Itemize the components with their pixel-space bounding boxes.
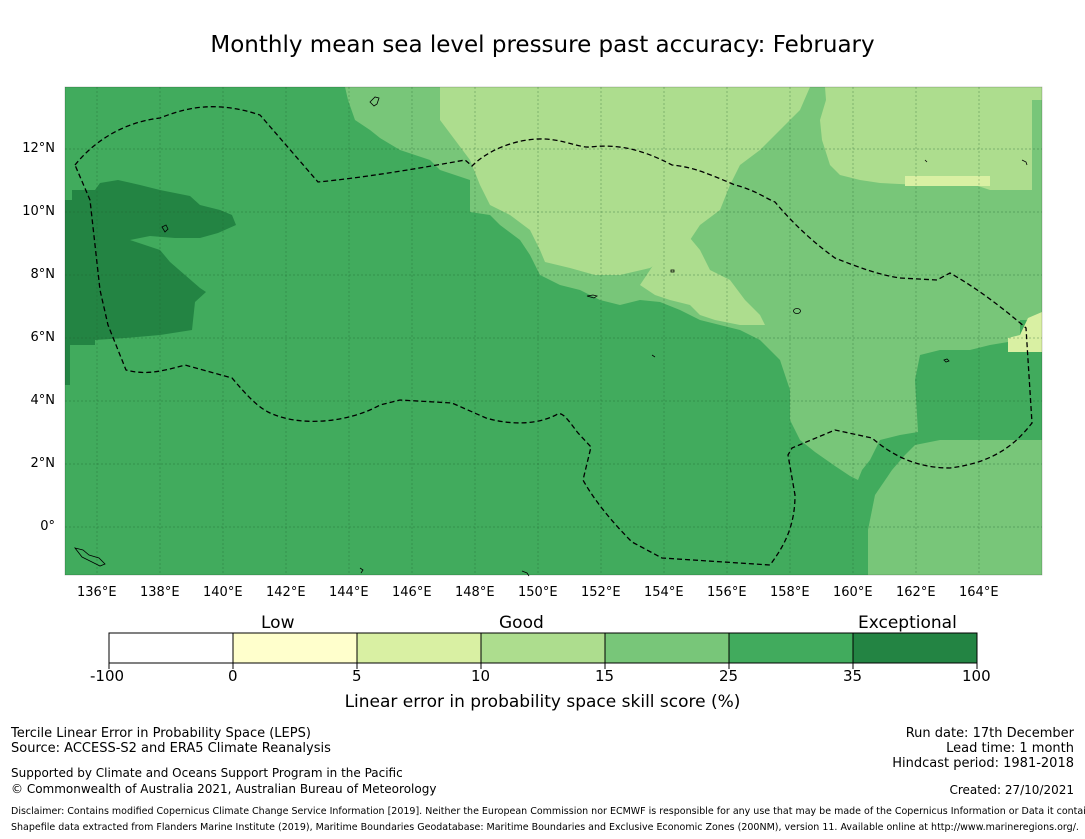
region-10-15-northeast (820, 87, 1042, 190)
lat-tick-4n: 4°N (30, 393, 56, 408)
copyright-text: © Commonwealth of Australia 2021, Austra… (11, 782, 437, 796)
run-date-text: Run date: 17th December (905, 726, 1074, 741)
colorbar-label-15: 15 (595, 667, 615, 685)
lon-tick-138: 138°E (140, 585, 180, 600)
lon-tick-164: 164°E (959, 585, 999, 600)
lon-tick-136: 136°E (77, 585, 117, 600)
colorbar-swatch-1 (233, 633, 357, 663)
created-text: Created: 27/10/2021 (949, 783, 1074, 797)
lat-tick-2n: 2°N (30, 456, 56, 471)
region-5-10-patch-a (905, 176, 990, 186)
lon-tick-142: 142°E (266, 585, 306, 600)
colorbar-label-10: 10 (471, 667, 491, 685)
lead-time-text: Lead time: 1 month (946, 741, 1074, 756)
region-5-10-patch-b (1008, 312, 1042, 352)
lon-tick-152: 152°E (581, 585, 621, 600)
colorbar-swatch-0 (109, 633, 233, 663)
colorbar (108, 632, 978, 669)
map-frame (64, 86, 1043, 576)
colorbar-label-5: 5 (352, 667, 362, 685)
lon-tick-140: 140°E (203, 585, 243, 600)
gridlines (65, 87, 1042, 575)
support-text: Supported by Climate and Oceans Support … (11, 766, 403, 780)
colorbar-swatch-3 (481, 633, 605, 663)
islands (73, 96, 1028, 577)
colorbar-swatch-2 (357, 633, 481, 663)
disclaimer-shapefile: Shapefile data extracted from Flanders M… (11, 822, 1079, 833)
region-35-100-west (65, 180, 236, 385)
lon-tick-146: 146°E (392, 585, 432, 600)
colorbar-label-neg100: -100 (90, 667, 125, 685)
colorbar-swatch-4 (605, 633, 729, 663)
category-good: Good (499, 613, 544, 633)
lon-tick-144: 144°E (329, 585, 369, 600)
lon-tick-156: 156°E (707, 585, 747, 600)
category-exceptional: Exceptional (858, 613, 957, 633)
lat-tick-8n: 8°N (30, 267, 56, 282)
lat-tick-12n: 12°N (22, 141, 55, 156)
lon-tick-158: 158°E (770, 585, 810, 600)
method-text: Tercile Linear Error in Probability Spac… (11, 726, 311, 741)
category-low: Low (261, 613, 295, 633)
colorbar-label-100: 100 (962, 667, 991, 685)
lon-tick-150: 150°E (518, 585, 558, 600)
lon-tick-162: 162°E (896, 585, 936, 600)
colorbar-swatch-6 (853, 633, 977, 663)
hindcast-text: Hindcast period: 1981-2018 (892, 756, 1074, 771)
lat-tick-6n: 6°N (30, 330, 56, 345)
colorbar-swatch-5 (729, 633, 853, 663)
source-text: Source: ACCESS-S2 and ERA5 Climate Reana… (11, 741, 331, 756)
skill-field (65, 87, 1042, 575)
colorbar-label-35: 35 (843, 667, 863, 685)
eez-boundary (74, 106, 1033, 566)
lon-tick-154: 154°E (644, 585, 684, 600)
region-10-15-eastcentral (640, 238, 765, 325)
region-10-15-central (440, 87, 810, 275)
region-15-25-southeast (868, 440, 1042, 575)
disclaimer-copernicus: Disclaimer: Contains modified Copernicus… (11, 806, 1085, 817)
lon-tick-160: 160°E (833, 585, 873, 600)
lon-tick-148: 148°E (455, 585, 495, 600)
colorbar-label-0: 0 (228, 667, 238, 685)
colorbar-label-25: 25 (719, 667, 739, 685)
lat-tick-0: 0° (40, 519, 55, 534)
map-title: Monthly mean sea level pressure past acc… (210, 32, 875, 58)
colorbar-xlabel: Linear error in probability space skill … (344, 692, 741, 712)
lat-tick-10n: 10°N (22, 204, 55, 219)
